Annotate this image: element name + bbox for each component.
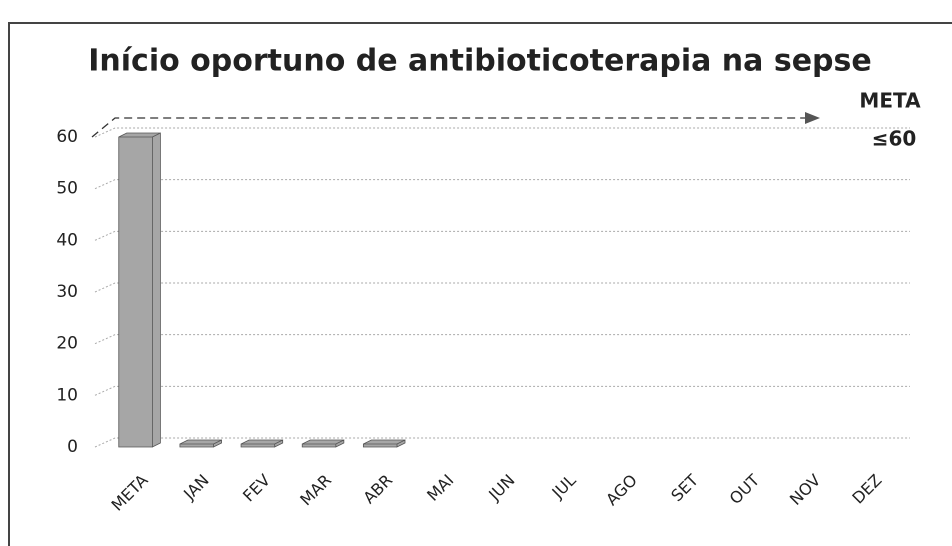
grid-line bbox=[94, 179, 910, 190]
y-tick-label: 30 bbox=[56, 282, 78, 302]
chart-frame bbox=[8, 22, 952, 546]
annotation: ≤60 bbox=[872, 127, 917, 151]
grid-line bbox=[94, 230, 910, 241]
target-arrowhead bbox=[805, 112, 820, 124]
chart-title: Início oportuno de antibioticoterapia na… bbox=[88, 44, 872, 79]
grid-line bbox=[94, 282, 910, 293]
y-tick-label: 0 bbox=[67, 437, 78, 457]
bar bbox=[301, 439, 345, 448]
grid-line bbox=[94, 127, 910, 138]
annotation: META bbox=[859, 89, 921, 113]
bar bbox=[118, 132, 161, 448]
grid-line bbox=[94, 385, 910, 396]
grid-line bbox=[94, 334, 910, 345]
bar bbox=[362, 439, 406, 448]
target-line bbox=[91, 117, 805, 138]
bar bbox=[240, 439, 284, 448]
y-tick-label: 20 bbox=[56, 334, 78, 354]
bar bbox=[179, 439, 222, 448]
y-tick-label: 10 bbox=[56, 385, 78, 405]
y-tick-label: 50 bbox=[56, 179, 78, 199]
grid-line bbox=[94, 437, 910, 448]
y-tick-label: 40 bbox=[56, 230, 78, 250]
y-tick-label: 60 bbox=[56, 127, 78, 147]
